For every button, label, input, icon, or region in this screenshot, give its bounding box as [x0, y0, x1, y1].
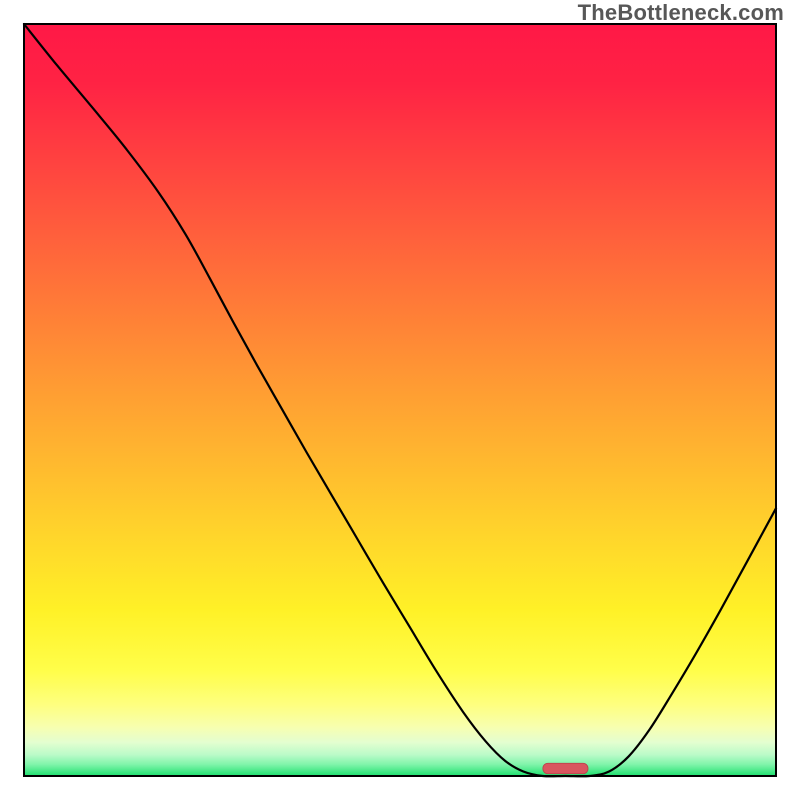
plot-background — [24, 24, 776, 776]
watermark-text: TheBottleneck.com — [578, 0, 784, 26]
bottleneck-chart — [0, 0, 800, 800]
optimal-marker — [543, 763, 588, 774]
chart-container: TheBottleneck.com — [0, 0, 800, 800]
